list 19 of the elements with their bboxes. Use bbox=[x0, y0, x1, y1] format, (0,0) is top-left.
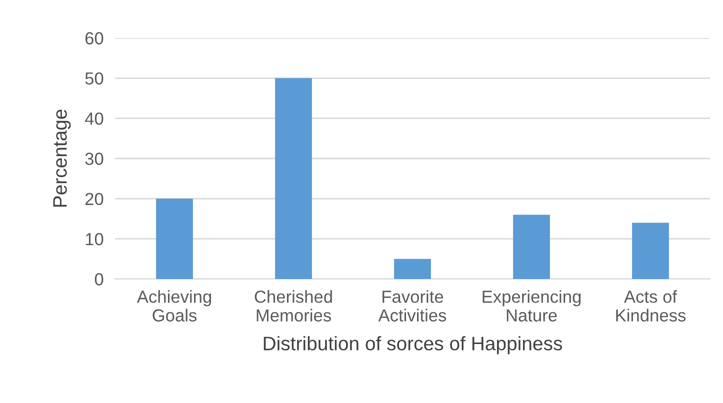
y-tick-label: 50 bbox=[85, 72, 104, 85]
y-tick-label: 20 bbox=[85, 192, 104, 206]
y-tick-label: 40 bbox=[84, 112, 104, 125]
x-tick-label: Favorite Activities bbox=[378, 290, 446, 322]
y-tick-label: 60 bbox=[85, 32, 104, 44]
x-axis-title: Distribution of sorces of Happiness bbox=[264, 336, 562, 354]
bar bbox=[156, 198, 193, 279]
y-axis-title: Percentage bbox=[53, 110, 71, 207]
bar bbox=[394, 258, 431, 279]
bar bbox=[275, 78, 312, 279]
y-tick-label: 30 bbox=[85, 152, 104, 165]
x-tick-label: Experiencing Nature bbox=[482, 290, 581, 322]
x-tick-label: Cherished Memories bbox=[254, 290, 332, 322]
x-tick-label: Achieving Goals bbox=[136, 290, 212, 322]
y-tick-label: 10 bbox=[86, 233, 104, 246]
y-tick-label: 0 bbox=[94, 273, 104, 286]
bar bbox=[632, 222, 669, 279]
bar bbox=[513, 214, 550, 279]
x-tick-label: Acts of Kindness bbox=[616, 290, 686, 322]
